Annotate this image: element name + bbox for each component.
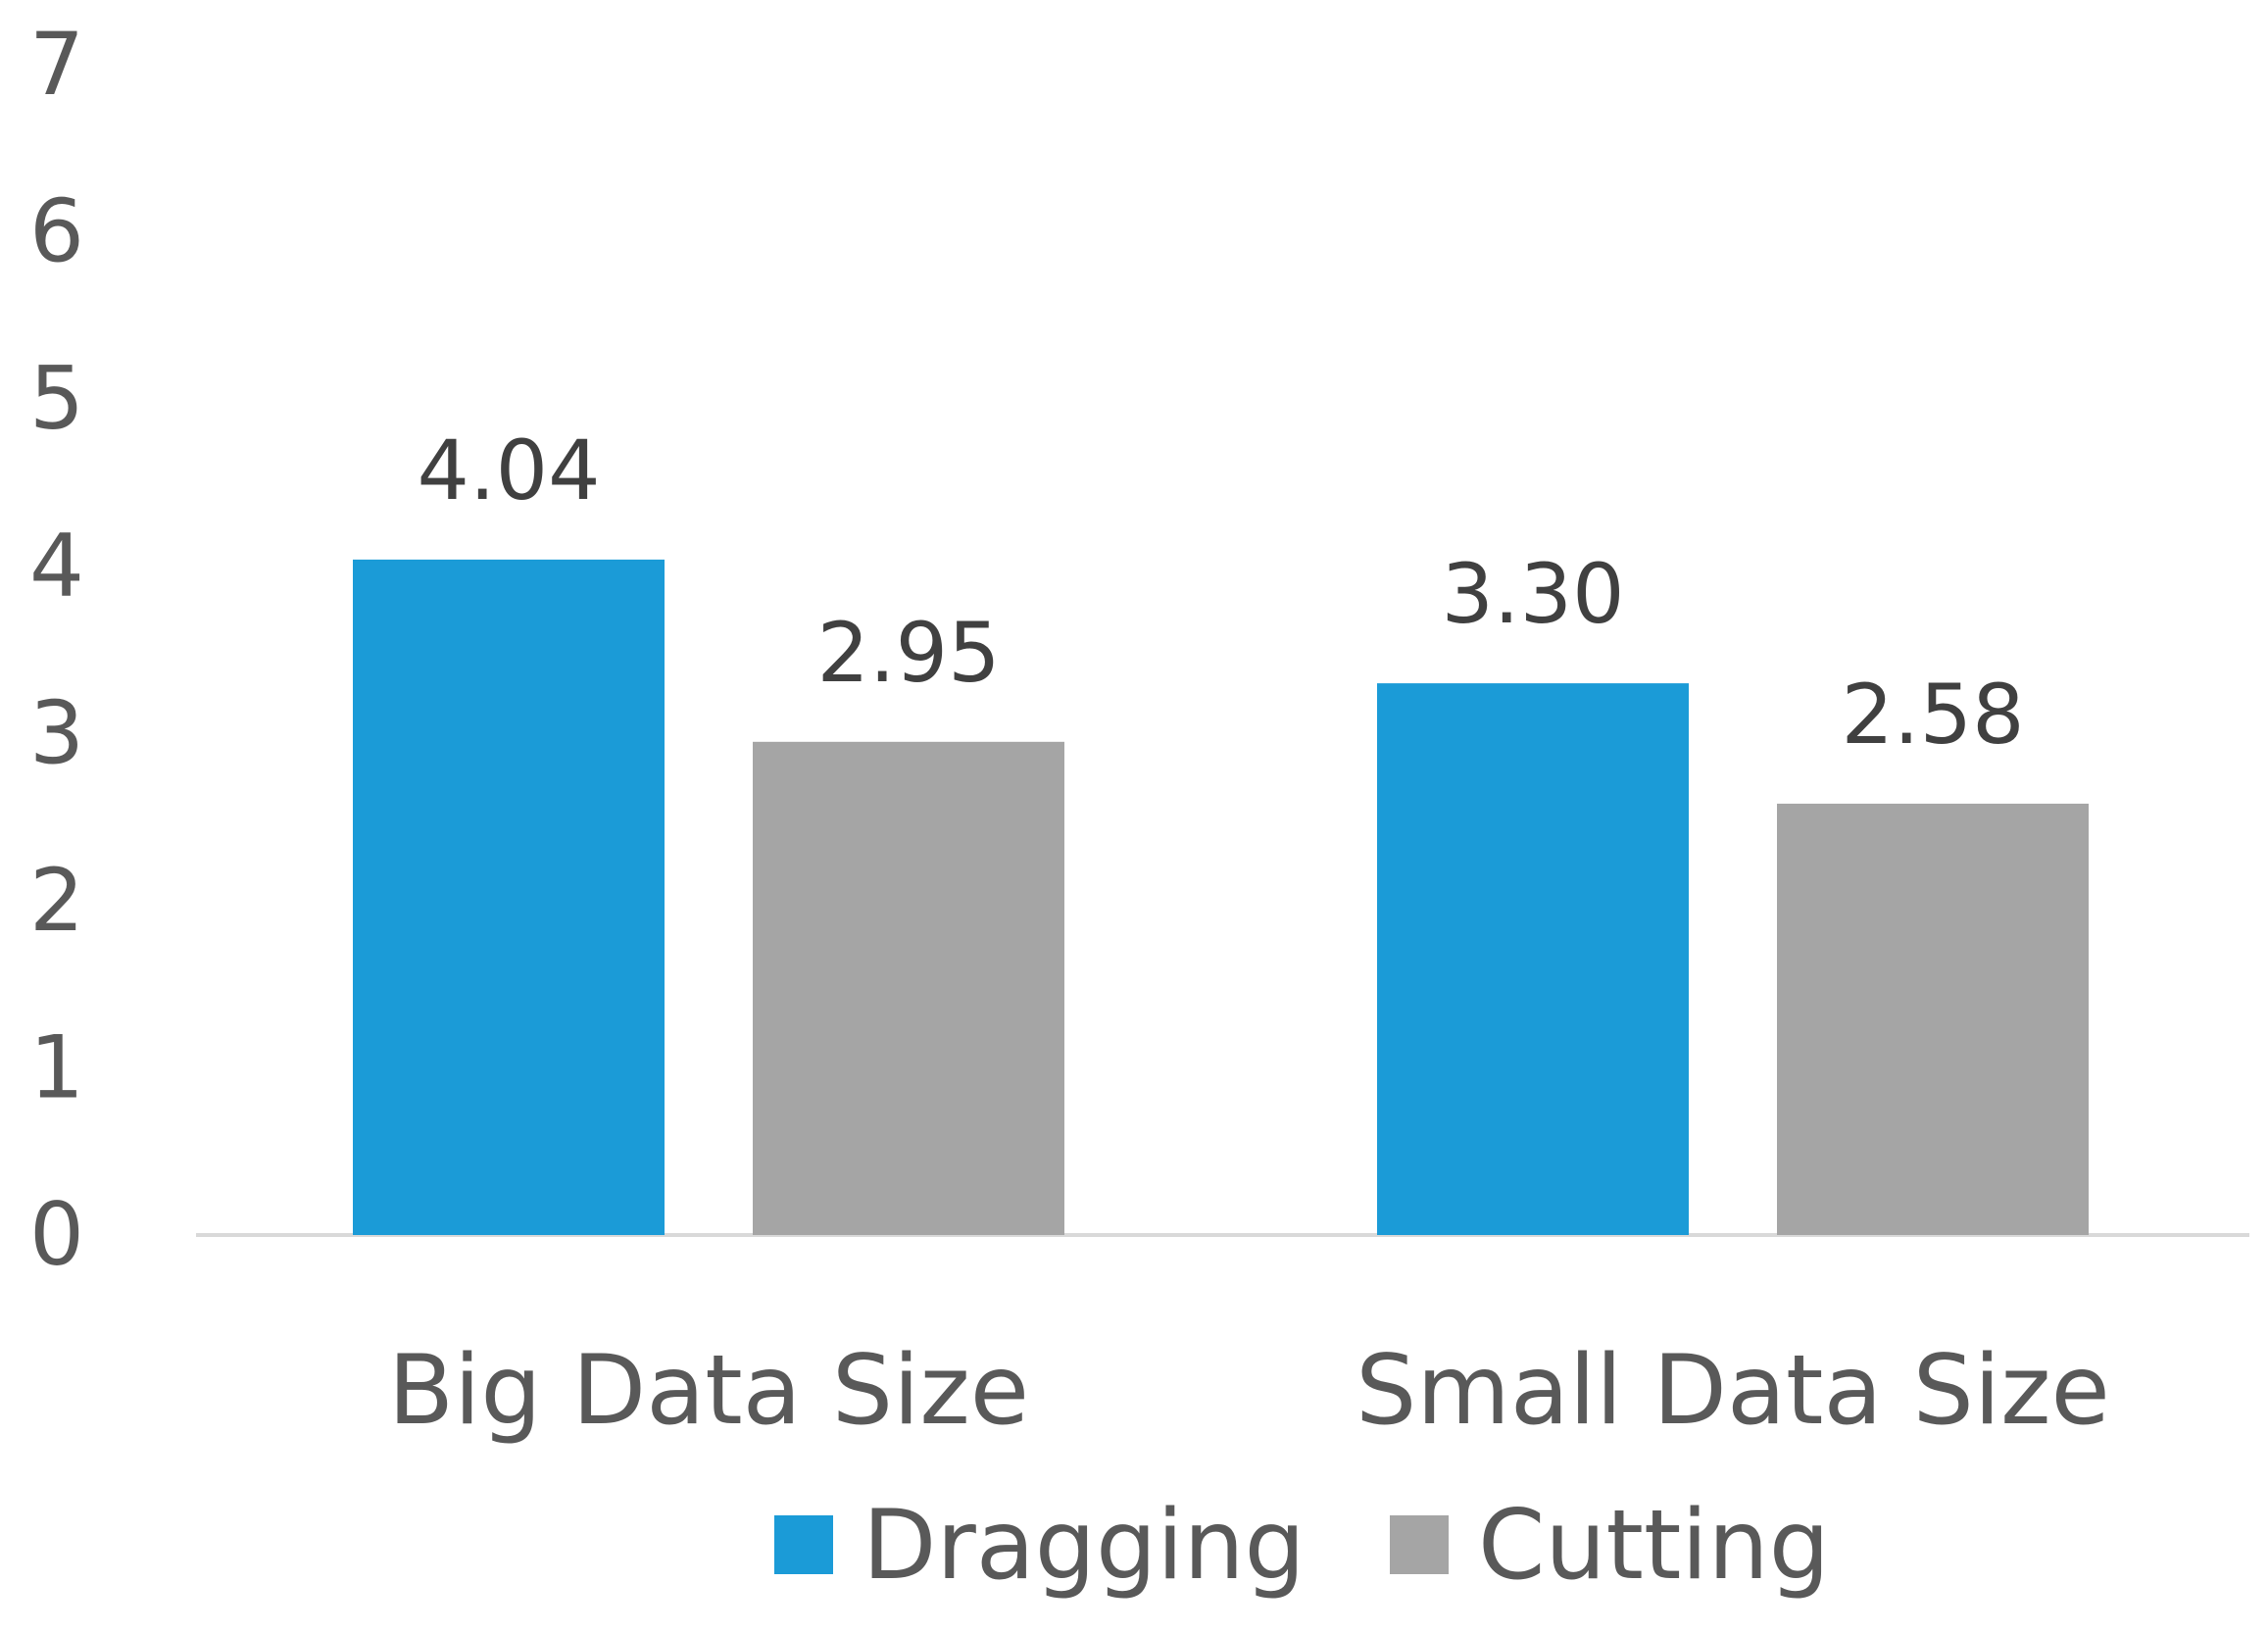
- y-tick-label: 1: [29, 1016, 84, 1117]
- data-label: 2.58: [1841, 667, 2024, 763]
- y-tick-label: 3: [29, 682, 84, 783]
- legend-swatch-cutting: [1390, 1515, 1449, 1574]
- category-labels: Big Data Size Small Data Size: [388, 1335, 2110, 1447]
- y-tick-label: 6: [29, 181, 84, 282]
- bar-dragging-small: [1377, 683, 1689, 1235]
- category-label: Big Data Size: [388, 1335, 1029, 1447]
- data-label: 2.95: [816, 605, 1000, 701]
- bars: [353, 559, 2089, 1235]
- bar-cutting-small: [1777, 803, 2089, 1235]
- y-tick-label: 4: [29, 516, 84, 617]
- y-axis-ticks: 0 1 2 3 4 5 6 7: [29, 14, 84, 1285]
- y-tick-label: 0: [29, 1184, 84, 1285]
- y-tick-label: 5: [29, 348, 84, 449]
- bar-cutting-big: [753, 741, 1064, 1235]
- category-label: Small Data Size: [1356, 1335, 2110, 1447]
- bar-dragging-big: [353, 559, 665, 1235]
- legend: Dragging Cutting: [774, 1490, 1830, 1602]
- data-label: 3.30: [1441, 546, 1624, 642]
- data-labels: 4.04 2.95 3.30 2.58: [417, 422, 2024, 763]
- y-tick-label: 7: [29, 14, 84, 115]
- y-tick-label: 2: [29, 850, 84, 951]
- legend-label-cutting: Cutting: [1478, 1490, 1830, 1602]
- legend-swatch-dragging: [774, 1515, 833, 1574]
- data-label: 4.04: [417, 422, 600, 519]
- legend-label-dragging: Dragging: [863, 1490, 1306, 1602]
